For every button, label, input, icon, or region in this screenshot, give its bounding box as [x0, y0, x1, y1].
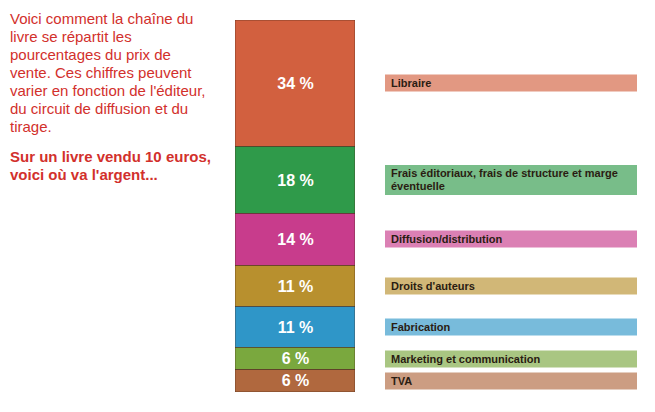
svg-text:11 %: 11 %	[278, 278, 314, 295]
html-text:Droits d'auteurs: Droits d'auteurs	[391, 279, 475, 292]
html-text:Fabrication: Fabrication	[391, 320, 451, 333]
html-text:Sur un livre vendu 10 euros, v: Sur un livre vendu 10 euros, voici où va…	[10, 148, 211, 183]
svg-text:34 %: 34 %	[277, 75, 313, 92]
svg-text:11 %: 11 %	[278, 319, 314, 336]
html-text:Libraire: Libraire	[391, 76, 432, 89]
svg-text:18 %: 18 %	[277, 172, 313, 189]
html-text:TVA: TVA	[391, 374, 413, 387]
svg-text:14 %: 14 %	[277, 231, 313, 248]
html-text:Diffusion/distribution: Diffusion/distribution	[391, 233, 503, 245]
html-text:Voici comment la chaîne du liv: Voici comment la chaîne du livre se répa…	[10, 10, 206, 135]
html-text:Frais éditoriaux, frais de str: Frais éditoriaux, frais de structure et …	[391, 167, 618, 192]
html-text:Marketing et communication: Marketing et communication	[391, 352, 541, 364]
svg-text:6 %: 6 %	[282, 372, 310, 389]
svg-text:6 %: 6 %	[282, 350, 310, 367]
